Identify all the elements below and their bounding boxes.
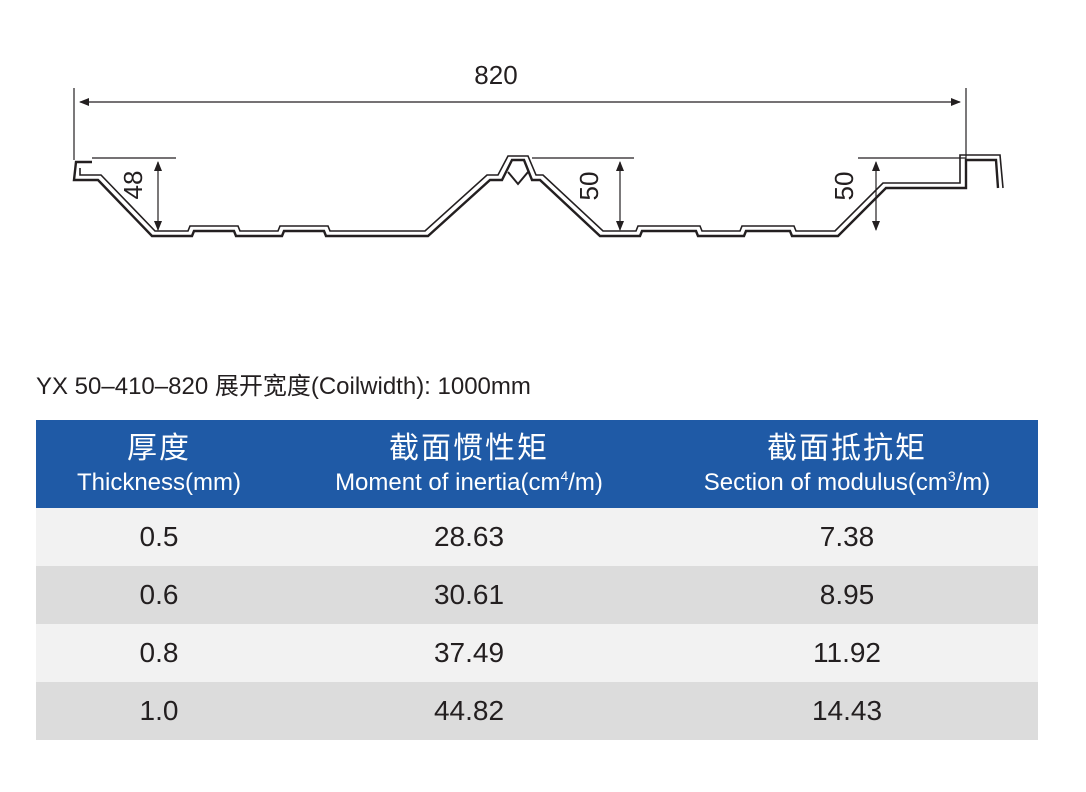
- cell-thickness: 0.6: [36, 566, 282, 624]
- cell-thickness: 0.8: [36, 624, 282, 682]
- left-height-dimension: 48: [92, 157, 176, 231]
- left-height-label: 48: [118, 171, 148, 200]
- right-height-dimension: 50: [829, 157, 966, 231]
- cell-inertia: 37.49: [282, 624, 656, 682]
- spec-table: 厚度 Thickness(mm) 截面惯性矩 Moment of inertia…: [36, 420, 1038, 740]
- header-thickness-cn: 厚度: [127, 431, 191, 466]
- middle-height-label: 50: [574, 172, 604, 201]
- middle-height-dimension: 50: [532, 157, 634, 231]
- header-inertia-en: Moment of inertia(cm4/m): [335, 468, 603, 496]
- header-thickness: 厚度 Thickness(mm): [36, 420, 282, 508]
- header-inertia-cn: 截面惯性矩: [389, 431, 549, 466]
- header-thickness-en: Thickness(mm): [76, 469, 241, 496]
- cell-inertia: 28.63: [282, 508, 656, 566]
- panel-profile: [72, 154, 1004, 238]
- table-row: 1.0 44.82 14.43: [36, 682, 1038, 740]
- width-label: 820: [474, 60, 517, 90]
- cell-inertia: 44.82: [282, 682, 656, 740]
- header-modulus-cn: 截面抵抗矩: [767, 431, 927, 466]
- cell-modulus: 7.38: [656, 508, 1038, 566]
- header-moment-of-inertia: 截面惯性矩 Moment of inertia(cm4/m): [282, 420, 656, 508]
- width-dimension: 820: [73, 60, 967, 160]
- cell-thickness: 0.5: [36, 508, 282, 566]
- header-modulus-en: Section of modulus(cm3/m): [703, 468, 991, 496]
- cell-modulus: 11.92: [656, 624, 1038, 682]
- cell-inertia: 30.61: [282, 566, 656, 624]
- cell-thickness: 1.0: [36, 682, 282, 740]
- cell-modulus: 14.43: [656, 682, 1038, 740]
- right-height-label: 50: [829, 172, 859, 201]
- table-header-row: 厚度 Thickness(mm) 截面惯性矩 Moment of inertia…: [36, 420, 1038, 508]
- header-section-modulus: 截面抵抗矩 Section of modulus(cm3/m): [656, 420, 1038, 508]
- coil-width-caption: YX 50–410–820 展开宽度(Coilwidth): 1000mm: [36, 373, 531, 400]
- table-row: 0.6 30.61 8.95: [36, 566, 1038, 624]
- table-row: 0.5 28.63 7.38: [36, 508, 1038, 566]
- panel-profile-diagram: 820 48 50 50: [72, 60, 1004, 238]
- cell-modulus: 8.95: [656, 566, 1038, 624]
- table-row: 0.8 37.49 11.92: [36, 624, 1038, 682]
